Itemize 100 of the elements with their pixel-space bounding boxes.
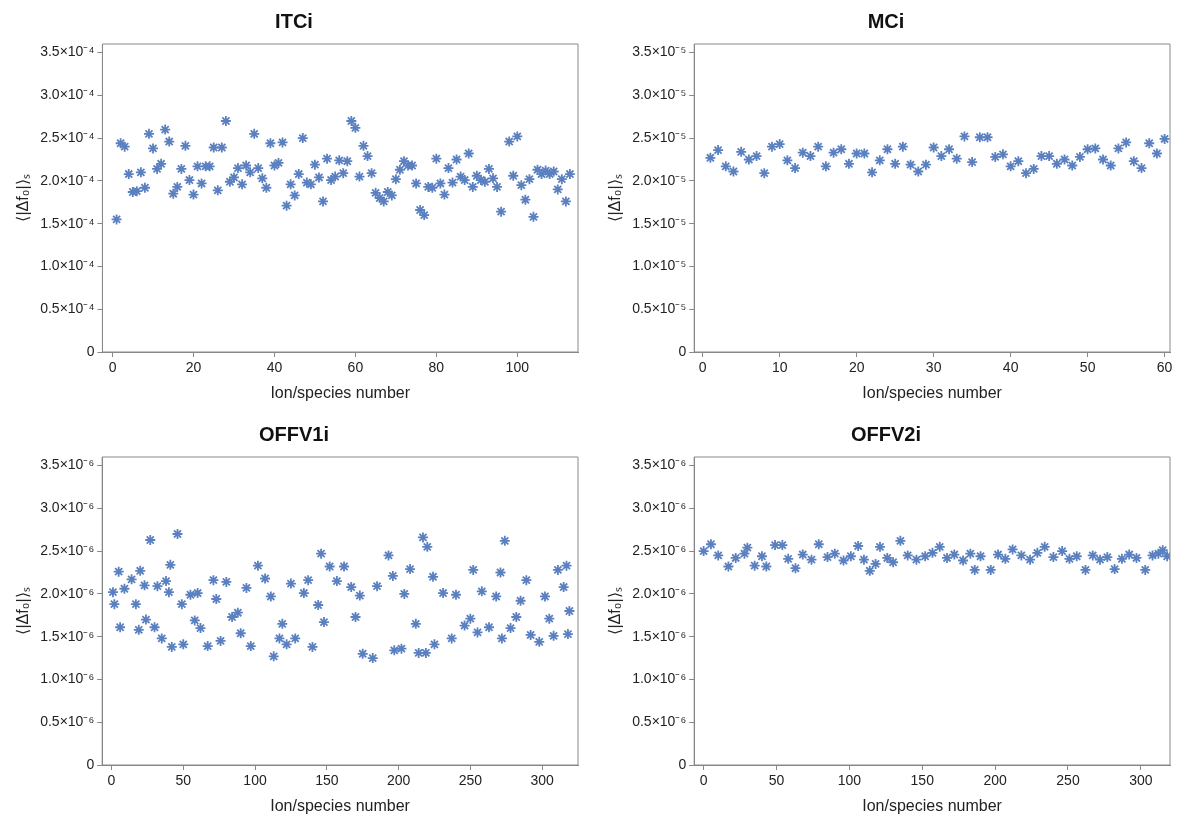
x-tick-label: 20 (848, 359, 865, 376)
x-axis-title: Ion/species number (270, 383, 411, 401)
point (881, 143, 894, 156)
point (935, 150, 948, 162)
y-tick-label: 3.5×10⁻⁴ (40, 43, 95, 60)
x-tick-label: 80 (428, 359, 445, 376)
point (766, 140, 778, 153)
point (1050, 157, 1063, 170)
point (1074, 151, 1086, 163)
x-tick-label: 60 (347, 359, 364, 376)
point (712, 144, 724, 156)
y-tick-label: 3.5×10⁻⁶ (632, 456, 687, 473)
point (1143, 137, 1156, 150)
point (1012, 155, 1025, 168)
point (727, 165, 740, 178)
y-tick-label: 0 (86, 755, 95, 772)
point (966, 156, 979, 168)
y-tick-label: 0 (678, 342, 687, 359)
y-tick-label: 0 (678, 755, 687, 772)
point (719, 160, 732, 173)
y-axis-title: ⟨|Δf₀|⟩ₛ (14, 174, 32, 222)
point (858, 147, 871, 160)
point (1058, 153, 1071, 166)
point (981, 131, 994, 144)
y-tick-label: 0.5×10⁻⁴ (40, 300, 95, 317)
y-tick-label: 1.0×10⁻⁶ (632, 670, 687, 687)
point (1035, 150, 1048, 162)
point (1158, 133, 1170, 145)
x-tick-label: 40 (266, 359, 283, 376)
x-tick-label: 100 (243, 772, 267, 789)
point (912, 165, 925, 178)
y-tick-label: 2.0×10⁻⁴ (40, 171, 95, 188)
point (1066, 159, 1079, 172)
point (742, 153, 755, 166)
x-tick-label: 150 (910, 772, 935, 789)
x-axis-title: Ion/species number (862, 383, 1003, 401)
y-tick-label: 0.5×10⁻⁶ (632, 713, 687, 730)
chart-title: ITCi (275, 9, 313, 32)
point (1020, 167, 1032, 180)
point (789, 162, 801, 174)
point (873, 154, 886, 167)
y-axis-title: ⟨|Δf₀|⟩ₛ (14, 587, 32, 635)
point (920, 158, 932, 171)
y-tick-label: 2.0×10⁻⁶ (632, 584, 687, 601)
x-tick-label: 50 (175, 772, 192, 789)
y-tick-label: 0.5×10⁻⁶ (40, 713, 95, 730)
y-tick-label: 2.0×10⁻⁶ (40, 584, 95, 601)
chart-title: MCi (867, 9, 905, 32)
x-tick-label: 100 (837, 772, 862, 789)
x-tick-label: 20 (185, 359, 202, 376)
x-tick-label: 0 (107, 772, 116, 789)
x-tick-label: 300 (1129, 772, 1153, 789)
point (1135, 162, 1148, 174)
point (827, 146, 840, 159)
x-tick-label: 200 (386, 772, 411, 789)
y-tick-label: 3.0×10⁻⁶ (40, 499, 95, 516)
point (889, 157, 902, 170)
point (1151, 147, 1163, 160)
point (973, 131, 986, 144)
point (866, 166, 878, 179)
y-axis-title: ⟨|Δf₀|⟩ₛ (606, 587, 624, 635)
x-axis-title: Ion/species number (862, 796, 1003, 814)
y-tick-label: 3.5×10⁻⁶ (40, 456, 95, 473)
x-tick-label: 100 (505, 359, 530, 376)
point (1081, 143, 1094, 156)
point (958, 130, 971, 143)
y-tick-label: 2.5×10⁻⁶ (40, 541, 95, 558)
y-tick-label: 1.5×10⁻⁶ (40, 627, 95, 644)
x-tick-label: 0 (699, 772, 708, 789)
point (904, 158, 917, 171)
point (1089, 142, 1102, 155)
point (812, 140, 825, 153)
point (850, 147, 863, 160)
point (735, 145, 748, 158)
x-axis-title: Ion/species number (270, 796, 411, 814)
chart-title: OFFV2i (850, 422, 922, 445)
y-tick-label: 1.5×10⁻⁵ (632, 214, 687, 231)
y-tick-label: 3.0×10⁻⁵ (632, 86, 687, 103)
x-tick-label: 50 (768, 772, 785, 789)
x-tick-label: 50 (1079, 359, 1096, 376)
point (750, 150, 763, 162)
y-tick-label: 2.0×10⁻⁵ (632, 171, 687, 188)
x-tick-label: 250 (458, 772, 483, 789)
x-tick-label: 40 (1002, 359, 1019, 376)
point (1112, 142, 1125, 155)
point (1004, 160, 1017, 173)
point (927, 141, 940, 154)
point (704, 151, 717, 164)
y-tick-label: 1.5×10⁻⁶ (632, 627, 687, 644)
point (950, 152, 963, 165)
point (835, 143, 848, 156)
y-tick-label: 1.0×10⁻⁵ (632, 257, 687, 274)
x-tick-label: 150 (315, 772, 339, 789)
point (1104, 159, 1117, 172)
point (896, 140, 909, 153)
point (804, 150, 817, 162)
x-tick-label: 10 (771, 359, 788, 376)
x-tick-label: 0 (698, 359, 707, 376)
y-tick-label: 2.5×10⁻⁵ (632, 128, 687, 145)
y-axis-title: ⟨|Δf₀|⟩ₛ (606, 174, 624, 222)
